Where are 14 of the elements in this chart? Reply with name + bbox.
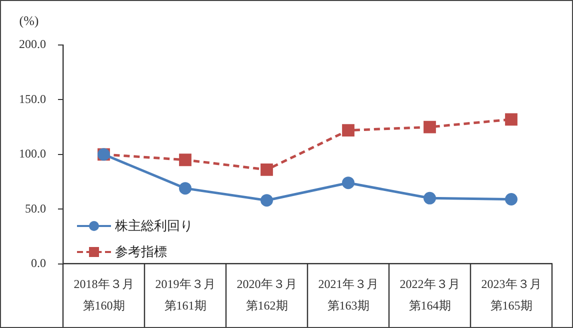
x-tick-label: 2019年３月第161期 <box>155 276 216 312</box>
y-tick-label: 150.0 <box>19 92 46 106</box>
x-tick-label: 2022年３月第164期 <box>400 276 460 312</box>
y-tick-label: 50.0 <box>25 201 46 216</box>
x-tick-label: 2020年３月第162期 <box>236 276 297 312</box>
legend-label: 参考指標 <box>115 243 167 261</box>
legend-label: 株主総利回り <box>115 217 193 235</box>
y-tick-label: 100.0 <box>19 146 46 161</box>
x-tick-label: 2018年３月第160期 <box>74 276 134 312</box>
x-tick-label: 2021年３月第163期 <box>318 276 378 312</box>
y-axis-title: (%) <box>19 13 39 28</box>
x-tick-label: 2023年３月第165期 <box>481 276 542 312</box>
y-tick-label: 0.0 <box>31 256 46 270</box>
y-tick-label: 200.0 <box>19 37 46 52</box>
